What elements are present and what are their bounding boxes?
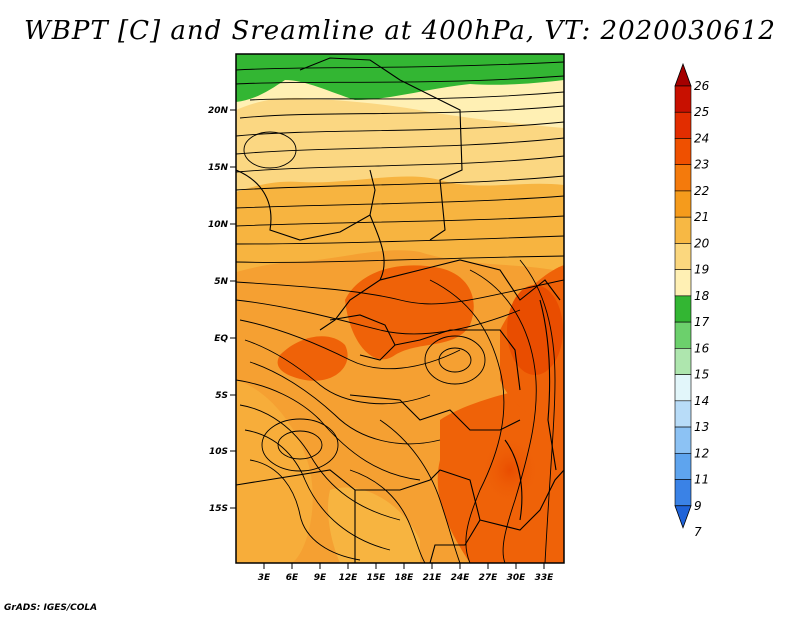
colorbar-swatch [674, 138, 692, 166]
colorbar-label: 7 [694, 525, 702, 539]
colorbar-label: 17 [694, 315, 710, 329]
colorbar-label: 12 [694, 446, 709, 460]
lon-tick-label: 21E [423, 573, 443, 583]
colorbar-label: 22 [694, 184, 709, 198]
colorbar-label: 26 [694, 79, 710, 93]
colorbar-swatch [674, 426, 692, 454]
colorbar-swatch [674, 243, 692, 270]
colorbar-label: 23 [694, 158, 709, 172]
colorbar-swatch [674, 164, 692, 192]
streamlines [236, 61, 564, 563]
lon-tick-label: 24E [451, 573, 471, 583]
colorbar-label: 24 [694, 131, 709, 145]
colorbar-swatch [674, 374, 692, 402]
colorbar-swatch [674, 295, 692, 323]
colorbar-swatch [674, 321, 692, 349]
longitude-axis: 3E 6E 9E 12E 15E 18E 21E 24E 27E 30E 33E [258, 563, 554, 583]
latitude-axis: 20N 15N 10N 5N EQ 5S 10S 15S [208, 106, 236, 514]
page-title: WBPT [C] and Sreamline at 400hPa, VT: 20… [24, 16, 776, 46]
colorbar-label: 16 [694, 341, 710, 355]
colorbar-swatch [674, 479, 692, 507]
colorbar-label: 21 [694, 210, 709, 224]
map-plot [236, 54, 564, 563]
lat-tick-label: 5S [215, 391, 228, 401]
colorbar-swatch [674, 348, 692, 375]
colorbar-swatch [674, 452, 692, 480]
colorbar-swatch [674, 190, 692, 218]
colorbar-label: 9 [694, 499, 702, 513]
lat-tick-label: 5N [214, 277, 228, 287]
lat-tick-label: EQ [214, 334, 228, 344]
colorbar-swatch [674, 216, 692, 244]
country-borders [236, 57, 564, 563]
colorbar-label: 19 [694, 263, 709, 277]
colorbar-swatch [674, 111, 692, 139]
colorbar-label: 18 [694, 289, 710, 303]
colorbar-label: 14 [694, 394, 709, 408]
lon-tick-label: 18E [395, 573, 415, 583]
map-frame [235, 53, 565, 564]
colorbar-swatch [674, 269, 692, 297]
colorbar-label: 15 [694, 368, 709, 382]
colorbar-swatch [674, 400, 692, 428]
colorbar: 26 25 24 23 22 21 20 19 18 17 16 15 14 13 12 11 9 7 [674, 62, 710, 539]
lon-tick-label: 12E [339, 573, 359, 583]
lon-tick-label: 3E [258, 573, 271, 583]
colorbar-label: 20 [694, 236, 710, 250]
colorbar-swatch [674, 85, 692, 113]
lat-tick-label: 15N [208, 163, 229, 173]
lon-tick-label: 15E [367, 573, 387, 583]
colorbar-label: 13 [694, 420, 709, 434]
colorbar-arrow-bottom [674, 505, 692, 529]
colorbar-arrow-top [674, 62, 692, 87]
lat-tick-label: 10S [209, 447, 228, 457]
lat-tick-label: 15S [209, 504, 228, 514]
lat-tick-label: 20N [208, 106, 229, 116]
lon-tick-label: 6E [286, 573, 299, 583]
colorbar-label: 11 [694, 473, 709, 487]
lon-tick-label: 33E [535, 573, 555, 583]
lat-tick-label: 10N [208, 220, 229, 230]
grads-credit: GrADS: IGES/COLA [4, 603, 98, 613]
lon-tick-label: 30E [507, 573, 527, 583]
lon-tick-label: 27E [479, 573, 499, 583]
lon-tick-label: 9E [314, 573, 327, 583]
colorbar-label: 25 [694, 105, 709, 119]
